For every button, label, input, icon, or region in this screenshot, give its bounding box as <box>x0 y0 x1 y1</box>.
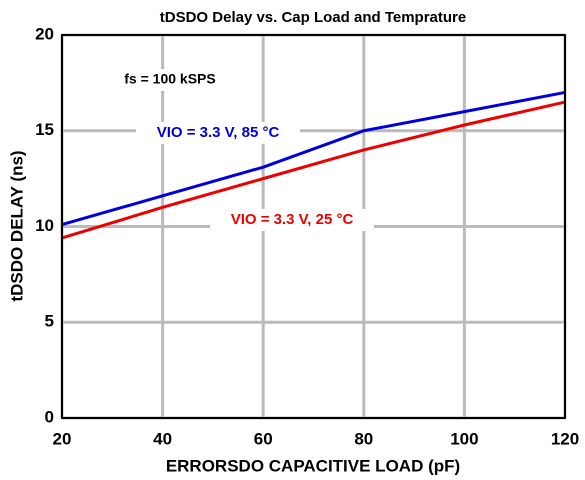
y-tick-label: 15 <box>35 120 54 139</box>
x-tick-label: 120 <box>551 429 579 448</box>
series-label: VIO = 3.3 V, 25 °C <box>231 211 354 228</box>
y-tick-label: 5 <box>45 312 54 331</box>
x-axis-label: ERRORSDO CAPACITIVE LOAD (pF) <box>166 456 460 475</box>
x-tick-label: 40 <box>153 429 172 448</box>
series-label: VIO = 3.3 V, 85 °C <box>157 124 280 141</box>
chart-title: tDSDO Delay vs. Cap Load and Temprature <box>160 9 466 26</box>
annotation: fs = 100 kSPS <box>124 71 215 87</box>
x-tick-label: 80 <box>354 429 373 448</box>
annotation-bg <box>104 69 236 91</box>
labels: 20 40 60 80 100 120 0 5 10 15 20 VIO = 3.3 V, 85 °C… <box>35 24 579 448</box>
data-line <box>61 100 566 240</box>
data-line <box>61 90 566 227</box>
label-bg <box>210 209 374 231</box>
y-axis-label: tDSDO DELAY (ns) <box>7 150 26 301</box>
x-tick-label: 20 <box>53 429 72 448</box>
plot-frame <box>61 34 566 419</box>
y-tick-label: 20 <box>35 24 54 43</box>
y-tick-label: 10 <box>35 216 54 235</box>
x-tick-label: 60 <box>254 429 273 448</box>
y-tick-label: 0 <box>45 407 54 426</box>
lines <box>61 90 566 240</box>
x-tick-label: 100 <box>450 429 478 448</box>
label-bg <box>136 122 300 144</box>
